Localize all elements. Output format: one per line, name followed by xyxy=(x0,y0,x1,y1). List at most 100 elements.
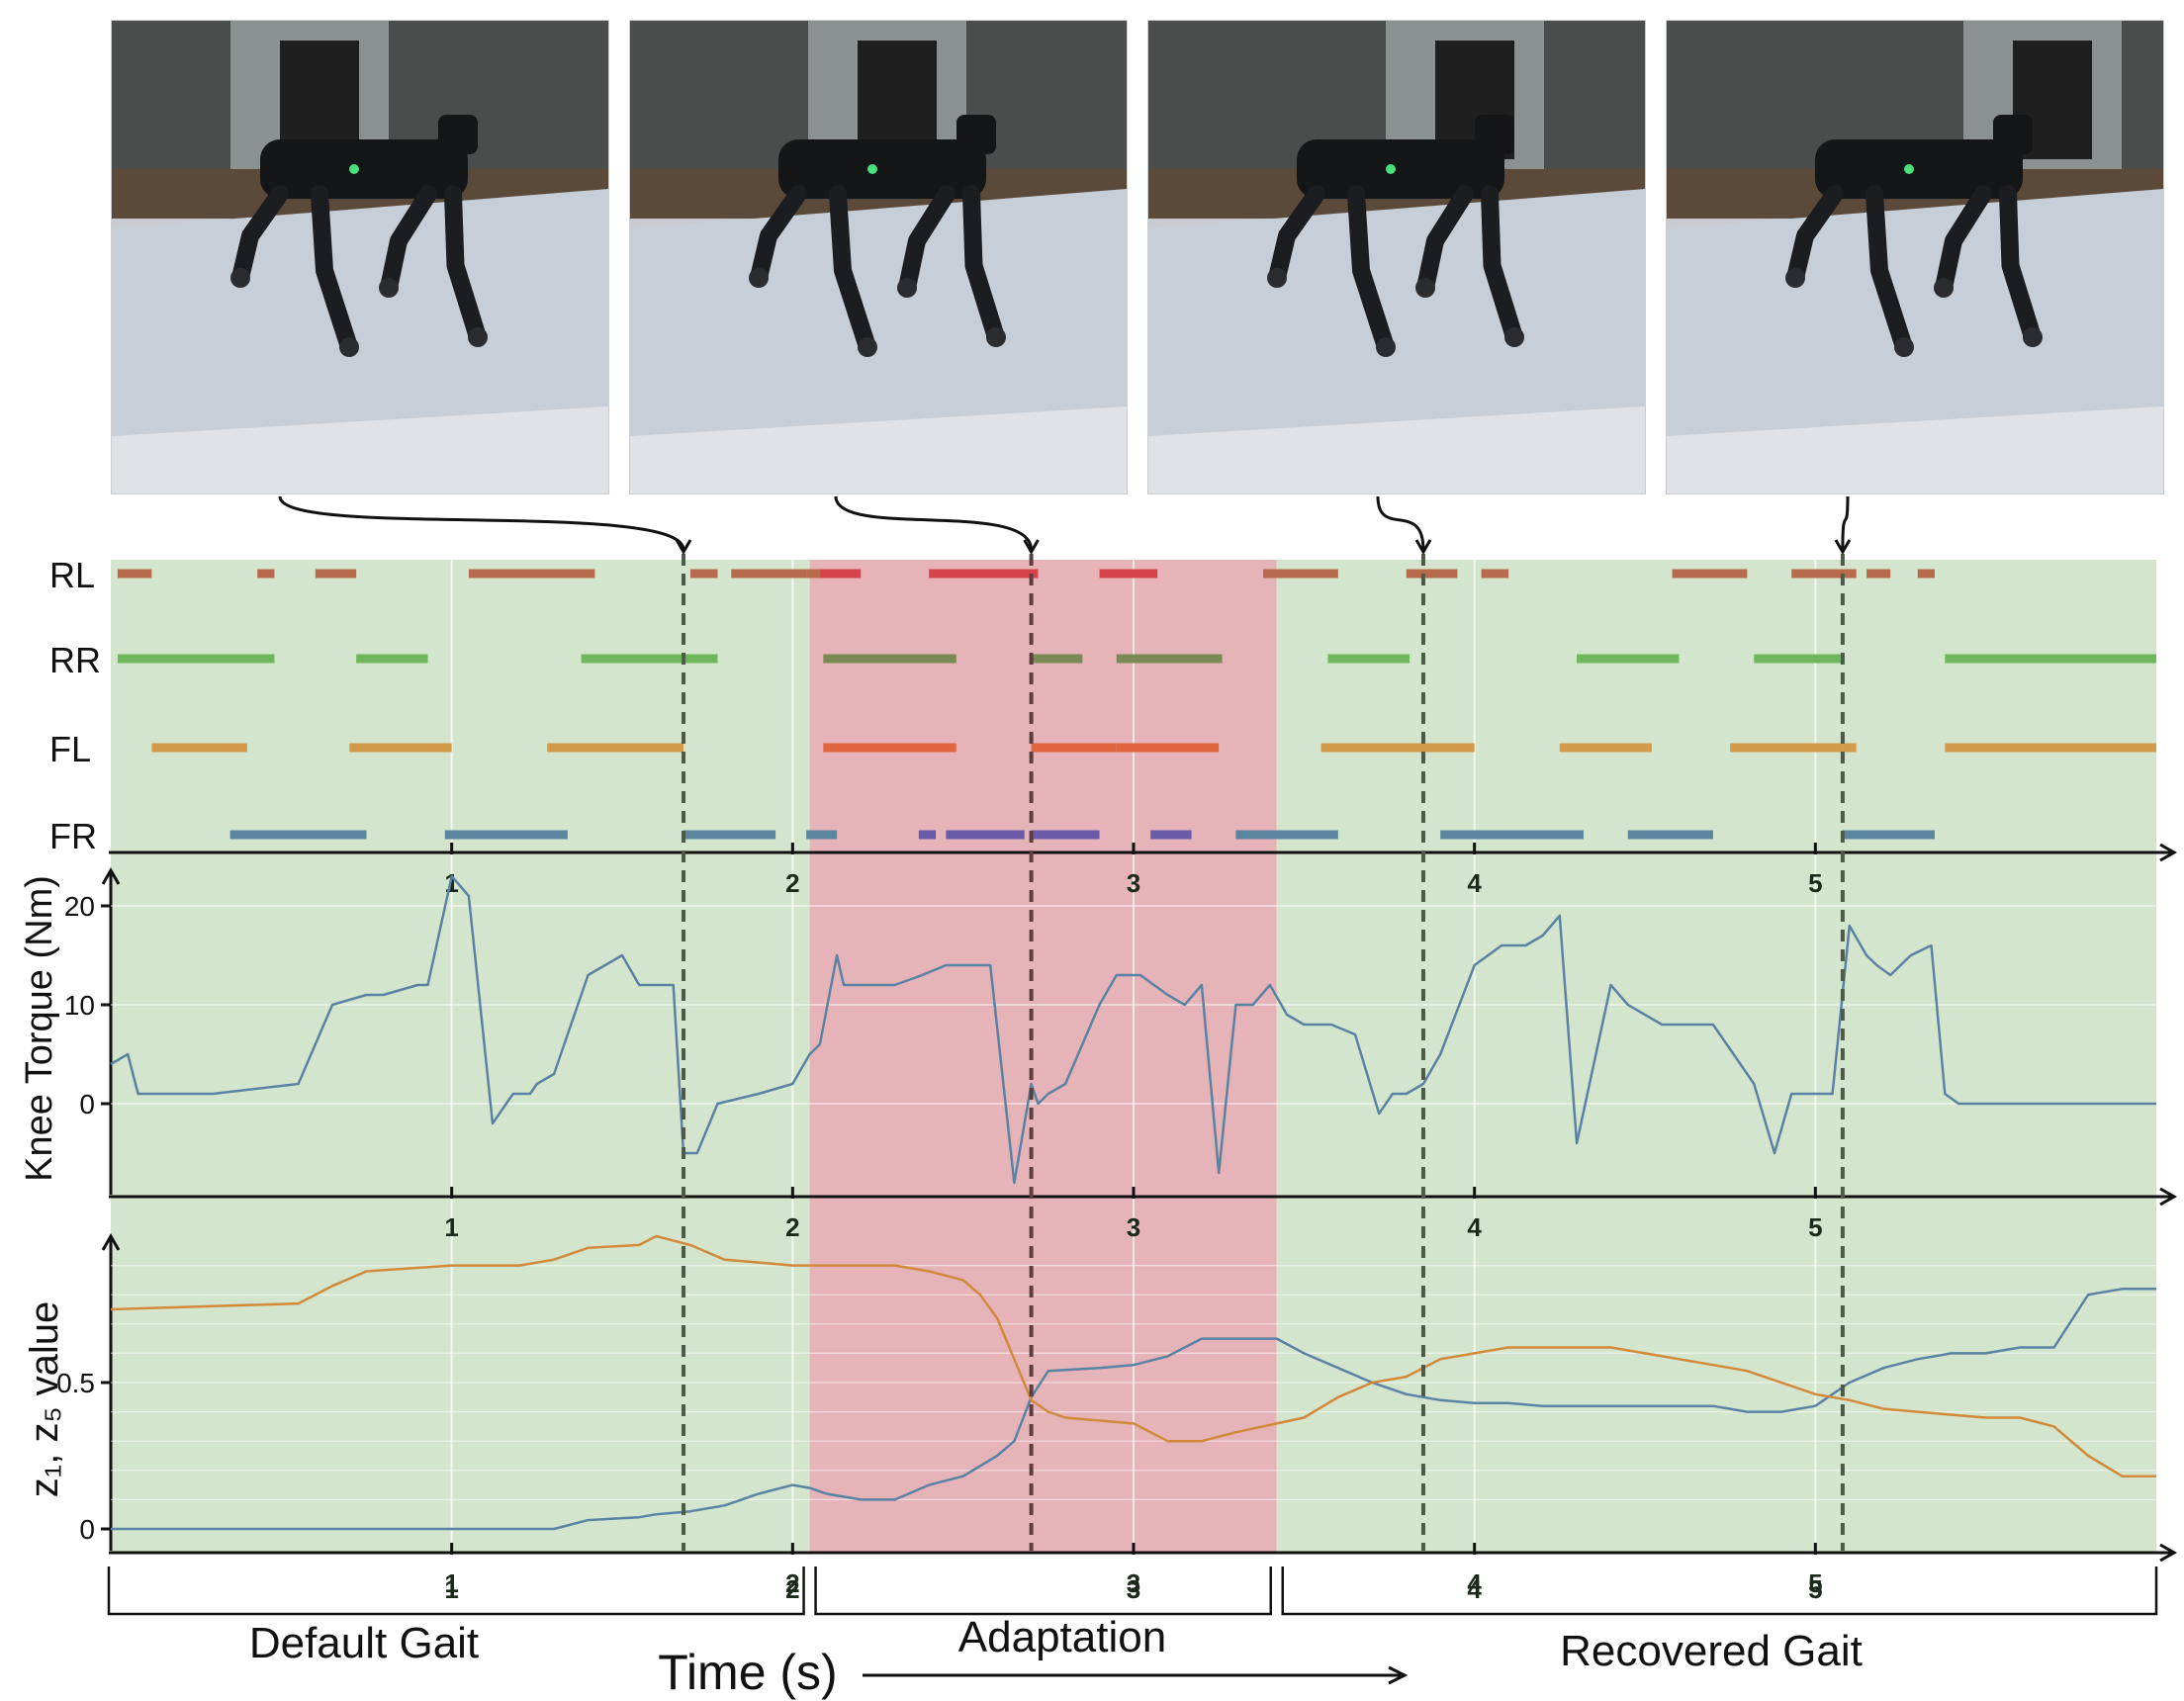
robot-photo-default-gait xyxy=(111,20,609,494)
z-x-axis-arrow xyxy=(2159,1543,2178,1563)
bottom-x-tick-label: 1 xyxy=(444,1574,458,1604)
robot-leg xyxy=(829,185,876,356)
robot-body xyxy=(1815,139,2023,199)
photo-connector-arrow xyxy=(834,495,1034,551)
robot-led xyxy=(1904,164,1914,174)
x-axis-label-time: Time (s) xyxy=(658,1645,837,1700)
robot-leg xyxy=(1347,185,1395,356)
phase-band-red xyxy=(809,560,1277,1553)
photo-connector-arrowhead xyxy=(1834,539,1852,555)
robot-leg xyxy=(380,185,437,297)
torque-x-tick-label: 1 xyxy=(444,1212,458,1242)
gait-x-tick-label: 3 xyxy=(1127,868,1140,898)
robot-head xyxy=(1475,115,1514,154)
mat-edge xyxy=(630,406,1127,493)
robot-leg xyxy=(1866,185,1913,356)
phase-bracket xyxy=(814,1567,1273,1616)
robot-head xyxy=(1993,115,2033,154)
robot-head xyxy=(956,115,996,154)
torque-x-tick-label: 2 xyxy=(785,1212,799,1242)
robot-leg xyxy=(1268,185,1325,287)
mat-edge xyxy=(1148,406,1645,493)
robot-foot xyxy=(468,327,488,347)
phase-label-adaptation: Adaptation xyxy=(958,1613,1166,1661)
gait-x-tick-label: 5 xyxy=(1808,868,1822,898)
z-x-tick-label: 5 xyxy=(1808,1568,1822,1598)
mat-edge xyxy=(112,406,608,493)
robot-foot xyxy=(858,337,877,357)
z-y-tick-label: 0 xyxy=(79,1514,95,1545)
leg-label-rl: RL xyxy=(49,555,95,595)
phase-label-default-gait: Default Gait xyxy=(249,1619,479,1667)
phase-label-recovered-gait: Recovered Gait xyxy=(1560,1627,1863,1675)
robot-leg xyxy=(750,185,807,287)
robot-foot xyxy=(1785,268,1805,288)
z-x-tick-label: 2 xyxy=(785,1568,799,1598)
robot-leg xyxy=(1481,185,1523,346)
phase-bracket xyxy=(107,1567,805,1616)
z-x-tick-label: 4 xyxy=(1467,1568,1482,1598)
z-x-tick-label: 1 xyxy=(444,1568,458,1598)
robot-photo-adaptation-end xyxy=(1147,20,1646,494)
z-y-tick-label: 0.5 xyxy=(56,1368,95,1398)
robot-leg xyxy=(444,185,487,346)
bottom-x-tick-label: 3 xyxy=(1127,1574,1140,1604)
robot-leg xyxy=(1416,185,1474,297)
leg-label-fr: FR xyxy=(49,816,97,856)
torque-y-tick-label: 10 xyxy=(64,990,95,1021)
robot-foot xyxy=(749,268,769,288)
photo-connector-arrowhead xyxy=(1023,539,1040,555)
leg-label-rr: RR xyxy=(49,640,101,680)
robot-foot xyxy=(379,278,399,298)
robot-head xyxy=(438,115,478,154)
z-x-tick-label: 3 xyxy=(1127,1568,1140,1598)
photo-connector-arrow xyxy=(1376,495,1425,551)
robot-leg xyxy=(1999,185,2042,346)
bottom-x-tick-label: 5 xyxy=(1808,1574,1822,1604)
robot-leg xyxy=(1935,185,1992,297)
robot-foot xyxy=(1504,327,1524,347)
torque-y-tick-label: 20 xyxy=(64,891,95,922)
gait-x-tick-label: 2 xyxy=(785,868,799,898)
gait-x-axis-arrow xyxy=(2159,843,2178,862)
robot-foot xyxy=(1376,337,1396,357)
robot-foot xyxy=(1934,278,1954,298)
robot-foot xyxy=(1415,278,1435,298)
robot-foot xyxy=(1894,337,1914,357)
robot-led xyxy=(1386,164,1396,174)
robot-foot xyxy=(1267,268,1287,288)
torque-y-axis-arrow xyxy=(101,866,121,885)
robot-leg xyxy=(1786,185,1844,287)
z-y-axis-arrow xyxy=(101,1232,121,1251)
z-y-axis-label: z₁, z₅ value xyxy=(23,1301,66,1498)
robot-body xyxy=(260,139,468,199)
time-arrow-head xyxy=(1388,1665,1409,1685)
torque-series-line xyxy=(110,874,2156,1185)
robot-foot xyxy=(897,278,917,298)
phase-bracket xyxy=(1281,1567,2158,1616)
robot-led xyxy=(349,164,359,174)
bottom-x-tick-label: 2 xyxy=(785,1574,799,1604)
robot-led xyxy=(867,164,877,174)
photo-connector-arrowhead xyxy=(675,539,692,555)
bottom-x-tick-label: 4 xyxy=(1467,1574,1482,1604)
photo-connector-arrow xyxy=(1841,495,1850,551)
robot-leg xyxy=(962,185,1005,346)
robot-photo-adaptation-start xyxy=(629,20,1128,494)
photo-connector-arrowhead xyxy=(1414,539,1432,555)
z-series-line-z5 xyxy=(110,1234,2156,1477)
robot-foot xyxy=(986,327,1006,347)
torque-x-tick-label: 4 xyxy=(1467,1212,1482,1242)
robot-leg xyxy=(311,185,358,356)
robot-body xyxy=(1297,139,1504,199)
z-series-line-z1 xyxy=(111,1288,2156,1531)
torque-x-tick-label: 5 xyxy=(1808,1212,1822,1242)
robot-photo-recovered-gait xyxy=(1666,20,2164,494)
robot-foot xyxy=(230,268,250,288)
phase-band-green xyxy=(1276,560,2156,1553)
photo-connector-arrow xyxy=(278,495,685,551)
torque-x-tick-label: 3 xyxy=(1127,1212,1140,1242)
robot-foot xyxy=(2023,327,2043,347)
torque-y-axis-label: Knee Torque (Nm) xyxy=(19,875,60,1182)
